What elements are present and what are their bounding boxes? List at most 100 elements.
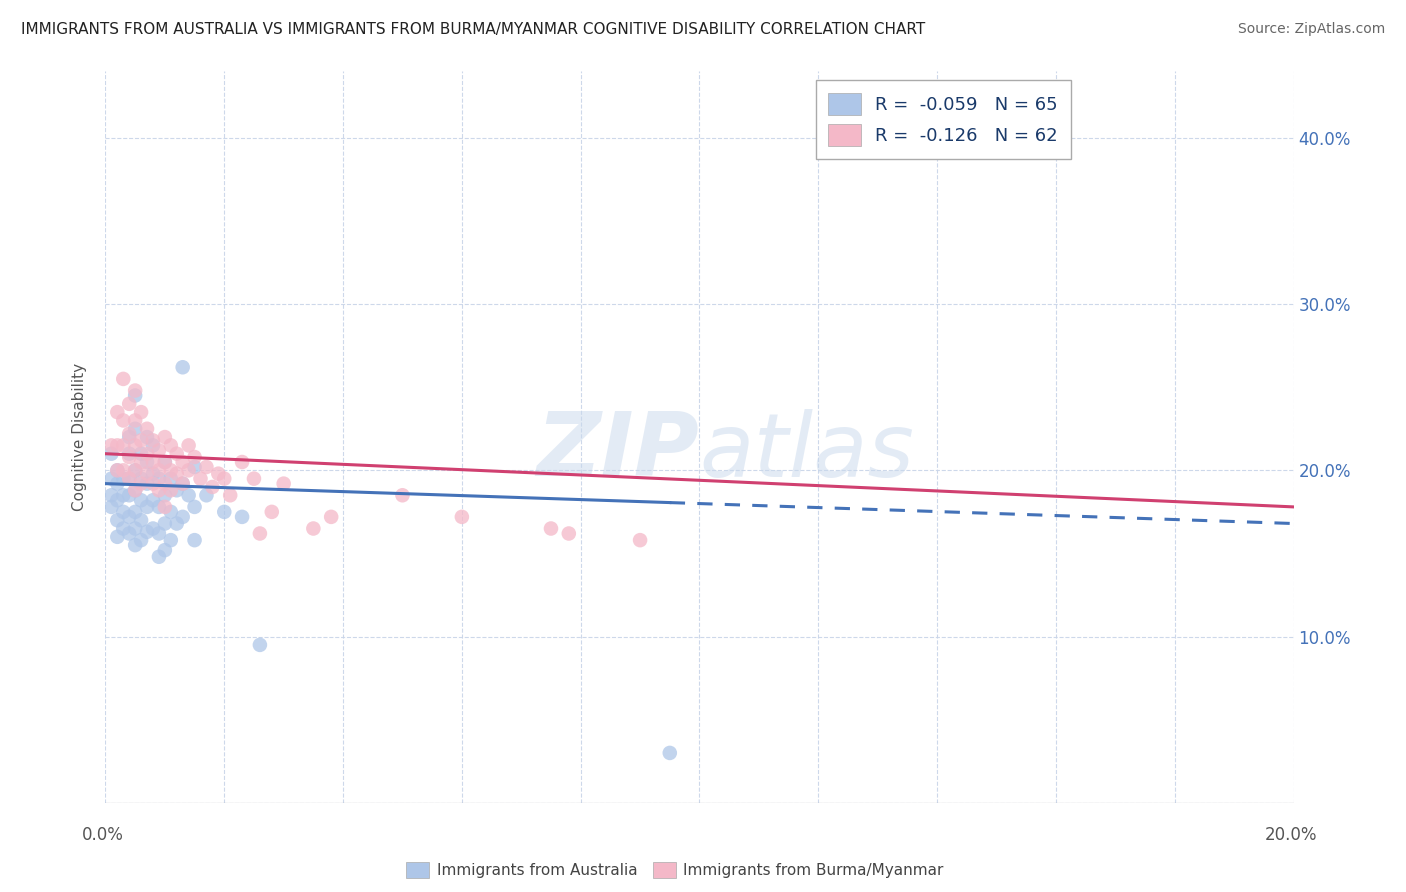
Point (112, 488, 135, 502)
Point (118, 450, 141, 464)
Point (124, 413, 146, 427)
Point (159, 483, 181, 498)
Point (129, 447, 152, 461)
Point (136, 430, 159, 444)
Point (148, 443, 170, 458)
Point (153, 516, 176, 531)
Point (172, 476, 194, 491)
Point (100, 488, 122, 502)
Point (177, 488, 200, 502)
Point (142, 476, 165, 491)
Text: 20.0%: 20.0% (1264, 826, 1317, 844)
Point (148, 549, 170, 564)
Point (129, 472, 152, 486)
Point (391, 488, 413, 502)
Point (118, 426, 141, 441)
Point (124, 521, 146, 535)
Point (105, 463, 128, 477)
Point (172, 509, 194, 524)
Point (136, 422, 159, 436)
Point (118, 526, 141, 541)
Text: Source: ZipAtlas.com: Source: ZipAtlas.com (1237, 22, 1385, 37)
Point (142, 467, 165, 481)
Point (201, 480, 224, 494)
Legend: Immigrants from Australia, Immigrants from Burma/Myanmar: Immigrants from Australia, Immigrants fr… (401, 856, 949, 884)
Point (658, 746, 681, 760)
Point (105, 493, 128, 508)
Point (153, 488, 176, 502)
Point (124, 422, 146, 436)
Point (159, 438, 181, 452)
Point (183, 533, 205, 548)
Point (105, 476, 128, 491)
Point (172, 476, 194, 491)
Point (112, 413, 135, 427)
Point (112, 505, 135, 519)
Point (172, 360, 194, 375)
Text: IMMIGRANTS FROM AUSTRALIA VS IMMIGRANTS FROM BURMA/MYANMAR COGNITIVE DISABILITY : IMMIGRANTS FROM AUSTRALIA VS IMMIGRANTS … (21, 22, 925, 37)
Point (214, 472, 236, 486)
Point (118, 397, 141, 411)
Point (231, 455, 253, 469)
Point (177, 438, 200, 452)
Point (219, 488, 242, 502)
Point (195, 460, 218, 475)
Point (129, 476, 152, 491)
Point (558, 526, 581, 541)
Point (302, 521, 325, 535)
Point (231, 509, 253, 524)
Point (321, 509, 343, 524)
Point (540, 521, 562, 535)
Point (129, 533, 152, 548)
Point (136, 524, 159, 539)
Point (166, 447, 188, 461)
Point (124, 538, 146, 552)
Point (124, 438, 146, 452)
Point (124, 463, 146, 477)
Point (243, 472, 266, 486)
Point (153, 543, 176, 558)
Point (129, 513, 152, 527)
Point (112, 463, 135, 477)
Point (105, 463, 128, 477)
Point (207, 467, 229, 481)
Point (249, 526, 271, 541)
Point (148, 463, 170, 477)
Point (142, 438, 165, 452)
Point (118, 447, 141, 461)
Point (183, 500, 205, 514)
Point (105, 405, 128, 419)
Point (112, 372, 135, 386)
Point (159, 463, 181, 477)
Point (183, 450, 205, 464)
Point (148, 500, 170, 514)
Point (129, 455, 152, 469)
Point (136, 455, 159, 469)
Point (166, 516, 188, 531)
Point (166, 483, 188, 498)
Point (136, 476, 159, 491)
Point (136, 447, 159, 461)
Point (105, 438, 128, 452)
Point (142, 434, 165, 448)
Point (136, 500, 159, 514)
Point (100, 438, 122, 452)
Point (148, 472, 170, 486)
Point (628, 533, 651, 548)
Text: 0.0%: 0.0% (82, 826, 124, 844)
Point (183, 460, 205, 475)
Point (129, 493, 152, 508)
Point (260, 505, 283, 519)
Point (450, 509, 472, 524)
Point (148, 483, 170, 498)
Point (148, 526, 170, 541)
Point (153, 455, 176, 469)
Point (142, 493, 165, 508)
Point (105, 513, 128, 527)
Point (100, 447, 122, 461)
Point (100, 500, 122, 514)
Point (118, 430, 141, 444)
Point (124, 483, 146, 498)
Point (153, 455, 176, 469)
Point (118, 509, 141, 524)
